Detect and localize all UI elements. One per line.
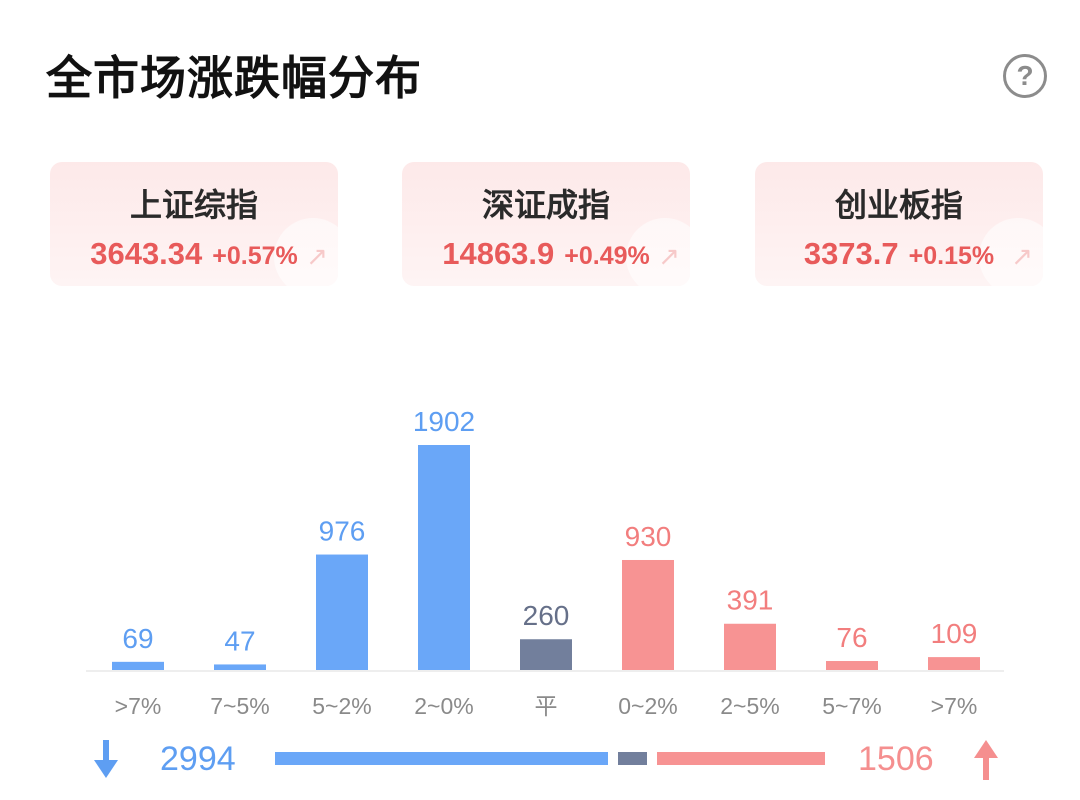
index-quote: 3643.34 +0.57% [50, 236, 338, 272]
down-count: 2994 [160, 740, 236, 778]
bar-value-label: 260 [523, 600, 570, 631]
bar-0 [112, 661, 164, 670]
category-label: 0~2% [618, 693, 677, 719]
bar-2 [316, 554, 368, 670]
index-value: 3373.7 [803, 236, 899, 271]
bar-6 [724, 623, 776, 670]
index-value: 14863.9 [442, 236, 555, 271]
page-title: 全市场涨跌幅分布 [46, 51, 422, 105]
index-name: 创业板指 [834, 186, 963, 224]
index-change: +0.49% [564, 242, 650, 270]
category-label: >7% [931, 693, 978, 719]
index-card-chinext[interactable]: ↗ 创业板指 3373.7 +0.15% [755, 162, 1043, 286]
trend-up-icon: ↗ [658, 242, 680, 272]
index-name: 上证综指 [129, 186, 258, 224]
category-label: >7% [115, 693, 162, 719]
trend-up-icon: ↗ [1011, 242, 1033, 272]
index-change: +0.15% [908, 242, 995, 270]
category-label: 2~0% [414, 693, 473, 719]
down-proportion-bar [275, 752, 609, 765]
index-quote: 14863.9 +0.49% [402, 236, 690, 272]
bar-1 [214, 664, 266, 670]
arrow-up-icon [974, 740, 998, 780]
distribution-bar-chart: 69 >7% 47 7~5% 976 5~2% 1902 2~0% 260 平 930 0~2% 391… [86, 406, 1004, 719]
index-quote: 3373.7 +0.15% [755, 236, 1043, 272]
category-label: 5~7% [822, 693, 881, 719]
up-proportion-bar [657, 752, 825, 765]
bar-value-label: 47 [224, 625, 255, 656]
bar-value-label: 391 [727, 585, 774, 616]
bar-value-label: 976 [319, 516, 366, 547]
bar-value-label: 109 [931, 618, 978, 649]
bar-7 [826, 661, 878, 670]
bar-3 [418, 445, 470, 670]
up-count: 1506 [858, 740, 934, 778]
category-label: 平 [535, 693, 558, 719]
bar-value-label: 930 [625, 521, 672, 552]
bar-value-label: 76 [836, 622, 867, 653]
bar-8 [928, 657, 980, 670]
index-value: 3643.34 [90, 236, 203, 271]
category-label: 2~5% [720, 693, 779, 719]
card-decoration [979, 218, 1043, 286]
bar-value-label: 69 [122, 623, 153, 654]
arrow-down-icon [94, 740, 118, 778]
flat-proportion-bar [618, 752, 648, 765]
card-decoration [274, 218, 338, 286]
card-decoration [626, 218, 690, 286]
index-name: 深证成指 [481, 186, 610, 224]
up-down-summary: 2994 1506 [0, 735, 1080, 785]
bar-5 [622, 559, 674, 670]
trend-up-icon: ↗ [306, 242, 328, 272]
index-change: +0.57% [212, 242, 298, 270]
index-card-szse[interactable]: ↗ 深证成指 14863.9 +0.49% [402, 162, 690, 286]
bar-value-label: 1902 [413, 406, 475, 437]
category-label: 5~2% [312, 693, 371, 719]
category-label: 7~5% [210, 693, 269, 719]
bar-4 [520, 639, 572, 670]
help-icon[interactable]: ? [1003, 54, 1047, 98]
index-card-sse[interactable]: ↗ 上证综指 3643.34 +0.57% [50, 162, 338, 286]
